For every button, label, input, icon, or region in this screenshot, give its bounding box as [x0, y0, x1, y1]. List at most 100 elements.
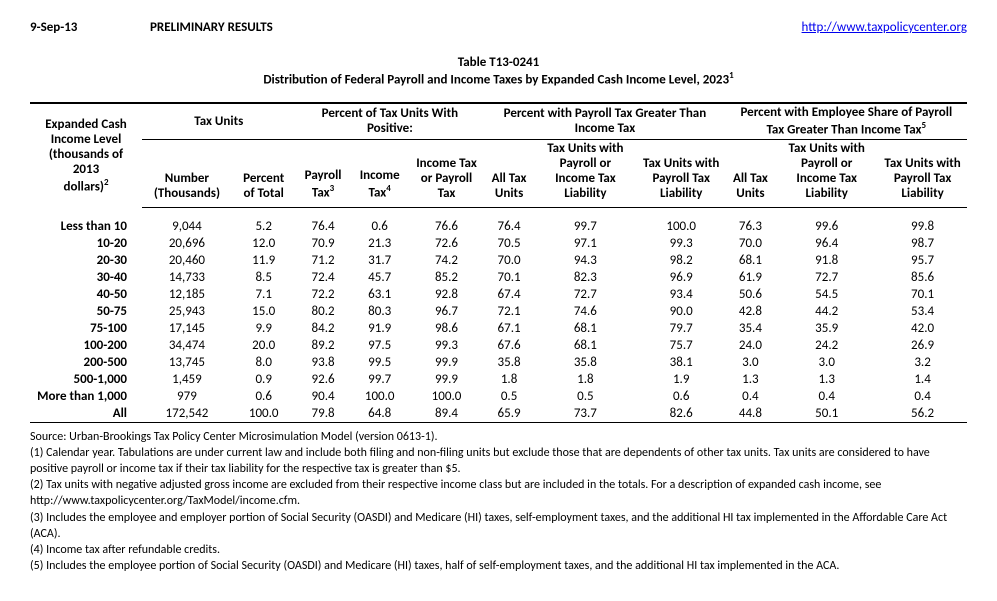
col-number: Number (Thousands): [142, 139, 232, 207]
row-label: 40-50: [30, 286, 142, 303]
cell: 76.4: [296, 218, 351, 235]
header-link[interactable]: http://www.taxpolicycenter.org: [802, 20, 967, 35]
colgroup-positive: Percent of Tax Units With Positive:: [296, 103, 485, 139]
table-row: 20-3020,46011.971.231.774.270.094.398.26…: [30, 252, 967, 269]
cell: 100.0: [409, 388, 485, 405]
cell: 0.6: [637, 388, 726, 405]
cell: 82.6: [637, 405, 726, 423]
table-row: 50-7525,94315.080.280.396.772.174.690.04…: [30, 303, 967, 320]
cell: 76.4: [484, 218, 534, 235]
row-label: 50-75: [30, 303, 142, 320]
cell: 92.6: [296, 371, 351, 388]
col-payroll-or-income-2: Tax Units with Payroll or Income Tax Lia…: [775, 139, 878, 207]
header-status: PRELIMINARY RESULTS: [150, 20, 802, 35]
cell: 67.1: [484, 320, 534, 337]
table-row: 100-20034,47420.089.297.599.367.668.175.…: [30, 337, 967, 354]
cell: 90.4: [296, 388, 351, 405]
table-row: All172,542100.079.864.889.465.973.782.64…: [30, 405, 967, 423]
col-payroll-tax: Payroll Tax3: [296, 139, 351, 207]
cell: 8.0: [232, 354, 296, 371]
header-date: 9-Sep-13: [30, 20, 150, 35]
cell: 71.2: [296, 252, 351, 269]
cell: 91.9: [351, 320, 409, 337]
cell: 35.9: [775, 320, 878, 337]
cell: 99.3: [637, 235, 726, 252]
cell: 54.5: [775, 286, 878, 303]
cell: 85.6: [878, 269, 967, 286]
footnote-line: (2) Tax units with negative adjusted gro…: [30, 477, 967, 509]
table-row: 40-5012,1857.172.263.192.867.472.793.450…: [30, 286, 967, 303]
cell: 1.3: [775, 371, 878, 388]
cell: 26.9: [878, 337, 967, 354]
cell: 1.9: [637, 371, 726, 388]
cell: 94.3: [534, 252, 637, 269]
cell: 67.6: [484, 337, 534, 354]
cell: 76.3: [726, 218, 776, 235]
cell: 50.1: [775, 405, 878, 423]
cell: 97.5: [351, 337, 409, 354]
table-row: 10-2020,69612.070.921.372.670.597.199.37…: [30, 235, 967, 252]
cell: 99.5: [351, 354, 409, 371]
cell: 1,459: [142, 371, 232, 388]
cell: 72.6: [409, 235, 485, 252]
cell: 12,185: [142, 286, 232, 303]
cell: 93.4: [637, 286, 726, 303]
cell: 96.4: [775, 235, 878, 252]
cell: 20.0: [232, 337, 296, 354]
cell: 38.1: [637, 354, 726, 371]
cell: 65.9: [484, 405, 534, 423]
cell: 1.8: [484, 371, 534, 388]
cell: 44.2: [775, 303, 878, 320]
cell: 99.8: [878, 218, 967, 235]
cell: 42.8: [726, 303, 776, 320]
footnote-line: (3) Includes the employee and employer p…: [30, 510, 967, 542]
col-income-tax: Income Tax4: [351, 139, 409, 207]
cell: 72.4: [296, 269, 351, 286]
colgroup-tax-units: Tax Units: [142, 103, 296, 139]
cell: 68.1: [534, 337, 637, 354]
row-label: Less than 10: [30, 218, 142, 235]
cell: 85.2: [409, 269, 485, 286]
cell: 0.4: [878, 388, 967, 405]
footnote-line: (1) Calendar year. Tabulations are under…: [30, 445, 967, 477]
cell: 74.2: [409, 252, 485, 269]
cell: 20,460: [142, 252, 232, 269]
cell: 75.7: [637, 337, 726, 354]
col-all-units-2: All Tax Units: [726, 139, 776, 207]
cell: 3.2: [878, 354, 967, 371]
cell: 1.4: [878, 371, 967, 388]
row-label: More than 1,000: [30, 388, 142, 405]
cell: 42.0: [878, 320, 967, 337]
cell: 99.3: [409, 337, 485, 354]
col-rowlabel: Expanded Cash Income Level (thousands of…: [30, 103, 142, 207]
cell: 8.5: [232, 269, 296, 286]
cell: 11.9: [232, 252, 296, 269]
col-payroll-liab-2: Tax Units with Payroll Tax Liability: [878, 139, 967, 207]
footnote-line: (4) Income tax after refundable credits.: [30, 542, 967, 558]
cell: 74.6: [534, 303, 637, 320]
colgroup-payroll-gt-income: Percent with Payroll Tax Greater Than In…: [484, 103, 725, 139]
col-all-units-1: All Tax Units: [484, 139, 534, 207]
cell: 95.7: [878, 252, 967, 269]
cell: 35.8: [534, 354, 637, 371]
cell: 98.2: [637, 252, 726, 269]
cell: 0.9: [232, 371, 296, 388]
cell: 14,733: [142, 269, 232, 286]
table-row: 500-1,0001,4590.992.699.799.91.81.81.91.…: [30, 371, 967, 388]
footnote-line: (5) Includes the employee portion of Soc…: [30, 558, 967, 574]
cell: 3.0: [775, 354, 878, 371]
cell: 99.9: [409, 354, 485, 371]
col-payroll-liab-1: Tax Units with Payroll Tax Liability: [637, 139, 726, 207]
cell: 79.8: [296, 405, 351, 423]
row-label: 20-30: [30, 252, 142, 269]
cell: 64.8: [351, 405, 409, 423]
cell: 100.0: [637, 218, 726, 235]
cell: 70.1: [484, 269, 534, 286]
cell: 21.3: [351, 235, 409, 252]
cell: 93.8: [296, 354, 351, 371]
table-title: Distribution of Federal Payroll and Inco…: [30, 70, 967, 87]
cell: 70.9: [296, 235, 351, 252]
cell: 12.0: [232, 235, 296, 252]
cell: 72.1: [484, 303, 534, 320]
cell: 56.2: [878, 405, 967, 423]
